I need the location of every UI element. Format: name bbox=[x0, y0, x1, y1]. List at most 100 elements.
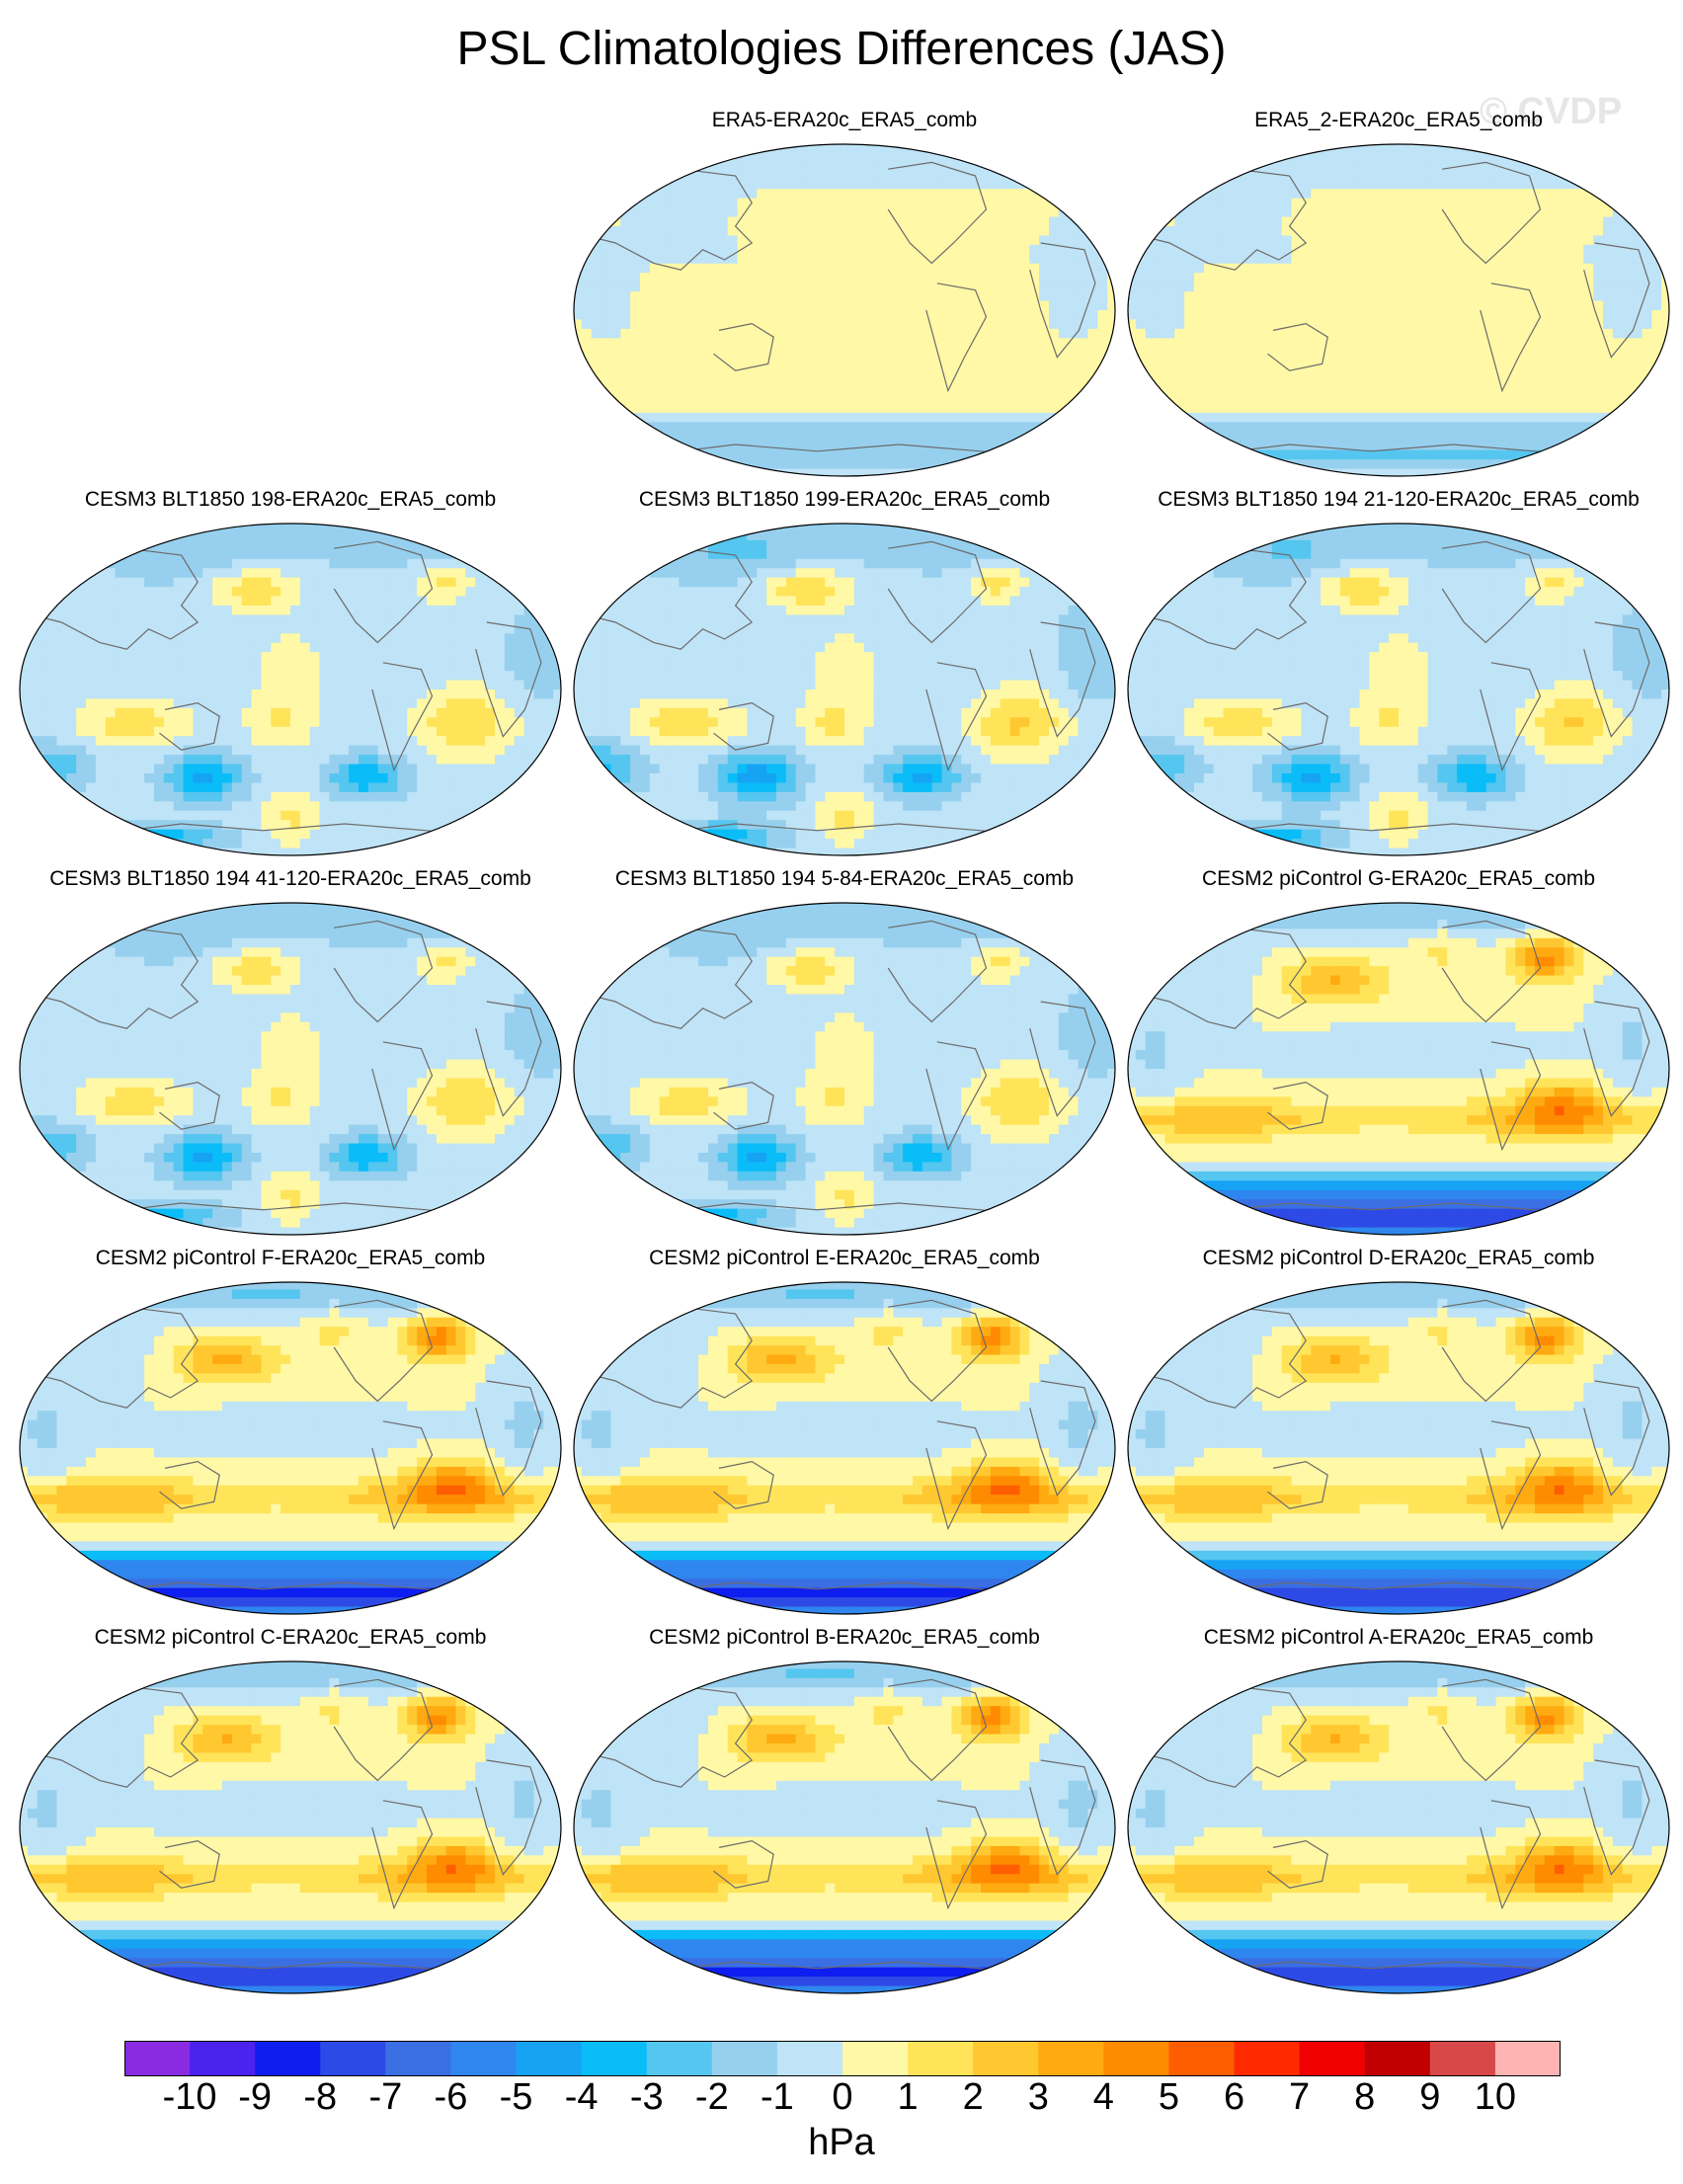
map-border bbox=[573, 143, 1116, 477]
colorbar-tick-label: -3 bbox=[630, 2076, 664, 2119]
colorbar-box bbox=[973, 2041, 1039, 2076]
map-projection bbox=[19, 1281, 562, 1615]
panel-title: CESM2 piControl C-ERA20c_ERA5_comb bbox=[14, 1626, 567, 1650]
coastline bbox=[1583, 1380, 1650, 1496]
colorbar-box bbox=[1364, 2041, 1431, 2076]
colorbar-box bbox=[516, 2041, 583, 2076]
map-border bbox=[1127, 143, 1670, 477]
map-panel: CESM2 piControl A-ERA20c_ERA5_comb bbox=[1122, 1626, 1675, 1999]
panel-title: CESM2 piControl E-ERA20c_ERA5_comb bbox=[568, 1247, 1121, 1270]
coastline bbox=[925, 1800, 988, 1910]
panel-title: ERA5_2-ERA20c_ERA5_comb bbox=[1122, 109, 1675, 132]
coastline bbox=[925, 1041, 988, 1152]
colorbar-box bbox=[385, 2041, 451, 2076]
colorbar-tick-label: 5 bbox=[1159, 2076, 1179, 2119]
coastline bbox=[475, 1759, 542, 1876]
colorbar-tick-label: 3 bbox=[1028, 2076, 1049, 2119]
colorbar-tick-label: -1 bbox=[761, 2076, 794, 2119]
panel-title: ERA5-ERA20c_ERA5_comb bbox=[568, 109, 1121, 132]
colorbar bbox=[124, 2041, 1561, 2076]
panel-title: CESM3 BLT1850 194 41-120-ERA20c_ERA5_com… bbox=[14, 867, 567, 891]
colorbar-box bbox=[450, 2041, 518, 2076]
coastline bbox=[1583, 1759, 1650, 1876]
panel-title: CESM3 BLT1850 194 5-84-ERA20c_ERA5_comb bbox=[568, 867, 1121, 891]
map-projection bbox=[1127, 1281, 1670, 1615]
panel-title: CESM2 piControl D-ERA20c_ERA5_comb bbox=[1122, 1247, 1675, 1270]
coastline bbox=[1029, 242, 1096, 359]
coastline bbox=[475, 1380, 542, 1496]
coastline bbox=[925, 1420, 988, 1531]
map-border bbox=[19, 902, 562, 1236]
colorbar-tick-label: -5 bbox=[500, 2076, 533, 2119]
colorbar-box bbox=[320, 2041, 386, 2076]
colorbar-box bbox=[646, 2041, 713, 2076]
coastline bbox=[887, 920, 988, 1023]
coastline bbox=[1441, 540, 1542, 644]
coastline bbox=[713, 322, 774, 371]
coastline bbox=[1029, 1001, 1096, 1117]
colorbar-box bbox=[1038, 2041, 1104, 2076]
colorbar-tick-label: -8 bbox=[303, 2076, 337, 2119]
map-projection bbox=[1127, 143, 1670, 477]
map-projection bbox=[1127, 902, 1670, 1236]
map-projection bbox=[573, 523, 1116, 856]
coastline bbox=[475, 621, 542, 738]
map-border bbox=[573, 1281, 1116, 1615]
colorbar-box bbox=[1494, 2041, 1561, 2076]
coastline bbox=[1267, 1081, 1328, 1130]
coastline bbox=[887, 161, 988, 265]
colorbar-box bbox=[1299, 2041, 1366, 2076]
coastline bbox=[371, 1800, 434, 1910]
coastline bbox=[1029, 621, 1096, 738]
colorbar-box bbox=[842, 2041, 909, 2076]
map-border bbox=[1127, 902, 1670, 1236]
colorbar-tick-label: -9 bbox=[238, 2076, 272, 2119]
colorbar-tick-label: -7 bbox=[368, 2076, 402, 2119]
panel-title: CESM2 piControl B-ERA20c_ERA5_comb bbox=[568, 1626, 1121, 1650]
colorbar-tick-label: 8 bbox=[1354, 2076, 1375, 2119]
coastline bbox=[1480, 283, 1542, 393]
map-panel: CESM3 BLT1850 198-ERA20c_ERA5_comb bbox=[14, 488, 567, 861]
map-panel: CESM2 piControl E-ERA20c_ERA5_comb bbox=[568, 1247, 1121, 1620]
coastline bbox=[1583, 242, 1650, 359]
colorbar-box bbox=[255, 2041, 321, 2076]
colorbar-tick-label: 4 bbox=[1093, 2076, 1114, 2119]
map-panel: CESM2 piControl D-ERA20c_ERA5_comb bbox=[1122, 1247, 1675, 1620]
coastline bbox=[475, 1001, 542, 1117]
coastline bbox=[1480, 1800, 1542, 1910]
colorbar-box bbox=[124, 2041, 191, 2076]
coastline bbox=[887, 1299, 988, 1403]
colorbar-box bbox=[908, 2041, 974, 2076]
map-border bbox=[1127, 1660, 1670, 1994]
coastline bbox=[887, 1678, 988, 1782]
map-projection bbox=[19, 1660, 562, 1994]
coastline bbox=[371, 662, 434, 772]
coastline bbox=[1441, 1299, 1542, 1403]
colorbar-box bbox=[1234, 2041, 1301, 2076]
colorbar-box bbox=[190, 2041, 256, 2076]
map-projection bbox=[573, 143, 1116, 477]
map-projection bbox=[573, 1660, 1116, 1994]
map-panel: CESM3 BLT1850 194 21-120-ERA20c_ERA5_com… bbox=[1122, 488, 1675, 861]
colorbar-tick-label: -6 bbox=[435, 2076, 468, 2119]
colorbar-tick-label: 7 bbox=[1289, 2076, 1310, 2119]
coastline bbox=[333, 1678, 434, 1782]
map-panel: CESM3 BLT1850 199-ERA20c_ERA5_comb bbox=[568, 488, 1121, 861]
colorbar-tick-label: -2 bbox=[695, 2076, 729, 2119]
coastline bbox=[1267, 1839, 1328, 1889]
map-panel: CESM3 BLT1850 194 5-84-ERA20c_ERA5_comb bbox=[568, 867, 1121, 1241]
coastline bbox=[1267, 1460, 1328, 1509]
colorbar-tick-label: 1 bbox=[898, 2076, 919, 2119]
map-border bbox=[1127, 523, 1670, 856]
coastline bbox=[1583, 621, 1650, 738]
coastline bbox=[925, 283, 988, 393]
map-projection bbox=[573, 902, 1116, 1236]
map-border bbox=[573, 1660, 1116, 1994]
map-border bbox=[19, 1281, 562, 1615]
figure-title: PSL Climatologies Differences (JAS) bbox=[0, 22, 1683, 76]
map-projection bbox=[19, 523, 562, 856]
colorbar-tick-label: 10 bbox=[1475, 2076, 1516, 2119]
coastline bbox=[713, 1081, 774, 1130]
map-border bbox=[19, 523, 562, 856]
colorbar-tick-label: 6 bbox=[1224, 2076, 1244, 2119]
